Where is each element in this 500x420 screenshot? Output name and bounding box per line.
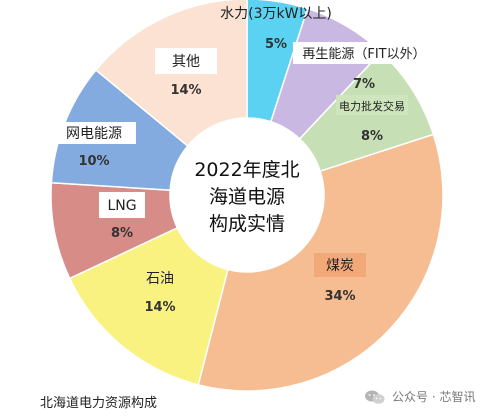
chart-caption: 北海道电力资源构成 (40, 396, 158, 411)
slice-label-3: 电力批发交易 (339, 99, 405, 113)
watermark-text: 公众号 · 芯智讯 (392, 390, 476, 404)
slice-value-1: 5% (265, 37, 287, 52)
slice-value-6: 8% (111, 226, 133, 241)
slice-label-6: LNG (107, 198, 136, 214)
slice-label-box-8 (155, 48, 217, 74)
slice-value-5: 14% (144, 300, 175, 315)
slice-label-box-2 (293, 42, 435, 64)
slice-value-4: 34% (324, 289, 355, 304)
slice-label-box-3 (336, 95, 408, 115)
slice-value-3: 8% (361, 129, 383, 144)
slice-label-box-7 (52, 122, 136, 144)
slice-label-box-6 (99, 192, 145, 218)
wechat-icon (365, 390, 385, 404)
donut-hole (170, 118, 324, 272)
slice-labels: 水力(3万kW以上) 5% 再生能源（FIT以外） 7% 电力批发交易 8% 煤炭 34% 石油… (52, 6, 435, 315)
slice-value-8: 14% (170, 83, 201, 98)
slice-label-4: 煤炭 (326, 258, 354, 274)
slice-label-2: 再生能源（FIT以外） (302, 47, 425, 62)
center-title-line-2: 海道电源 (209, 186, 285, 208)
slice-label-1: 水力(3万kW以上) (220, 6, 332, 22)
center-title-line-1: 2022年度北 (194, 159, 299, 181)
slice-label-8: 其他 (172, 54, 200, 70)
slice-value-7: 10% (78, 154, 109, 169)
slice-label-box-4 (314, 253, 366, 277)
slice-label-5: 石油 (146, 271, 174, 287)
slice-value-2: 7% (353, 77, 375, 92)
center-title-line-3: 构成实情 (209, 213, 285, 235)
slice-label-7: 网电能源 (66, 126, 122, 142)
watermark: 公众号 · 芯智讯 (364, 388, 475, 405)
